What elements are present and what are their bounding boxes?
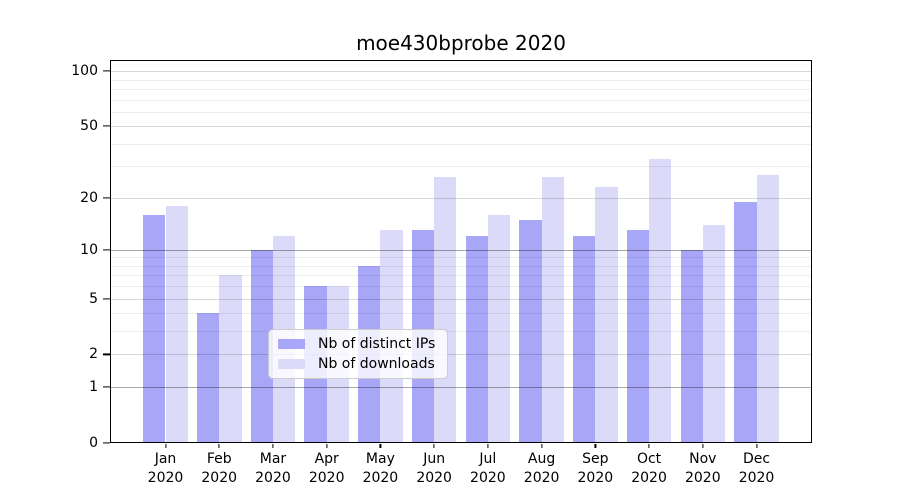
y-axis-tick-label: 20 — [80, 189, 98, 206]
x-tick-mark — [487, 444, 489, 448]
emphasized-gridline — [110, 387, 812, 389]
x-axis-ticks — [110, 444, 812, 449]
y-axis-tick-label: 0 — [89, 435, 98, 451]
minor-gridline — [110, 257, 812, 259]
y-tick-mark — [103, 442, 110, 444]
x-tick-mark — [702, 444, 704, 448]
bar-distinct-ips — [573, 236, 596, 443]
bar-downloads — [434, 177, 457, 443]
x-axis-tick-label: May 2020 — [362, 451, 399, 486]
y-axis-ticks — [103, 60, 110, 444]
x-tick-mark — [648, 444, 650, 448]
minor-gridline — [110, 99, 812, 101]
minor-gridline — [110, 275, 812, 277]
bar-downloads — [649, 158, 672, 443]
bar-distinct-ips — [680, 249, 703, 443]
bar-distinct-ips — [734, 201, 757, 443]
x-axis-tick-label: Nov 2020 — [684, 451, 721, 486]
bar-downloads — [702, 224, 726, 443]
x-tick-mark — [594, 444, 596, 448]
minor-gridline — [110, 313, 812, 315]
plot-area — [110, 60, 812, 443]
x-tick-mark — [164, 444, 167, 448]
legend-label-downloads: Nb of downloads — [318, 356, 435, 372]
y-axis-tick-label: 1 — [89, 379, 98, 396]
x-tick-mark — [326, 444, 328, 448]
x-tick-mark — [541, 444, 543, 448]
legend-item-distinct-ips: Nb of distinct IPs — [278, 336, 435, 352]
y-tick-mark — [103, 298, 110, 300]
y-axis-tick-label: 100 — [71, 63, 98, 80]
y-tick-mark — [103, 249, 110, 251]
bar-distinct-ips — [626, 230, 650, 443]
bar-downloads — [541, 177, 564, 443]
y-axis-tick-label: 2 — [89, 346, 98, 363]
minor-gridline — [110, 286, 812, 288]
x-tick-mark — [218, 444, 220, 448]
x-axis-tick-label: Jun 2020 — [416, 451, 452, 486]
x-axis-tick-label: Jan 2020 — [147, 451, 184, 486]
major-gridline — [110, 71, 812, 73]
major-gridline — [110, 197, 812, 199]
legend-label-distinct-ips: Nb of distinct IPs — [318, 336, 436, 352]
y-axis-tick-label: 50 — [80, 118, 98, 135]
x-axis-tick-label: Mar 2020 — [255, 451, 291, 486]
minor-gridline — [110, 111, 812, 113]
x-axis-tick-label: Jul 2020 — [470, 451, 506, 486]
major-gridline — [110, 298, 812, 300]
major-gridline — [110, 354, 812, 356]
minor-gridline — [110, 166, 812, 168]
y-axis-tick-label: 5 — [89, 290, 98, 307]
minor-gridline — [110, 143, 812, 145]
x-tick-mark — [433, 444, 435, 448]
minor-gridline — [110, 79, 812, 81]
y-tick-mark — [103, 197, 110, 199]
bar-distinct-ips — [465, 236, 488, 443]
bar-downloads — [165, 205, 188, 443]
y-tick-mark — [103, 353, 110, 356]
y-tick-mark — [103, 386, 110, 388]
x-axis-tick-label: Aug 2020 — [523, 451, 560, 486]
minor-gridline — [110, 331, 812, 333]
x-axis-tick-label: Apr 2020 — [308, 451, 345, 486]
minor-gridline — [110, 265, 812, 267]
bar-distinct-ips — [196, 313, 220, 443]
bar-distinct-ips — [250, 249, 273, 443]
bar-distinct-ips — [143, 214, 166, 443]
x-axis-tick-label: Feb 2020 — [201, 451, 238, 486]
legend-item-downloads: Nb of downloads — [278, 356, 435, 372]
emphasized-gridline — [110, 249, 812, 251]
y-tick-mark — [103, 125, 110, 127]
bar-downloads — [595, 186, 618, 443]
bar-downloads — [219, 275, 242, 443]
x-axis: Jan 2020 Feb 2020 Mar 2020 Apr 2020 May 2020… — [110, 450, 812, 490]
y-tick-mark — [103, 70, 110, 72]
bar-downloads — [487, 214, 511, 443]
y-axis-tick-label: 10 — [80, 241, 98, 258]
x-tick-mark — [272, 444, 274, 448]
minor-gridline — [110, 88, 812, 90]
bar-downloads — [756, 174, 779, 443]
x-axis-tick-label: Dec 2020 — [738, 451, 775, 486]
legend-swatch-downloads-icon — [278, 359, 305, 369]
x-tick-mark — [755, 444, 758, 448]
bar-distinct-ips — [519, 219, 542, 443]
x-axis-tick-label: Sep 2020 — [577, 451, 614, 486]
major-gridline — [110, 126, 812, 128]
legend: Nb of distinct IPs Nb of downloads — [268, 329, 449, 379]
chart-title: moe430bprobe 2020 — [356, 31, 566, 55]
y-axis: 0 1 2 5 10 20 50 100 — [38, 60, 98, 451]
x-axis-tick-label: Oct 2020 — [631, 451, 667, 486]
x-tick-mark — [379, 444, 381, 448]
legend-swatch-distinct-ips-icon — [278, 339, 305, 349]
